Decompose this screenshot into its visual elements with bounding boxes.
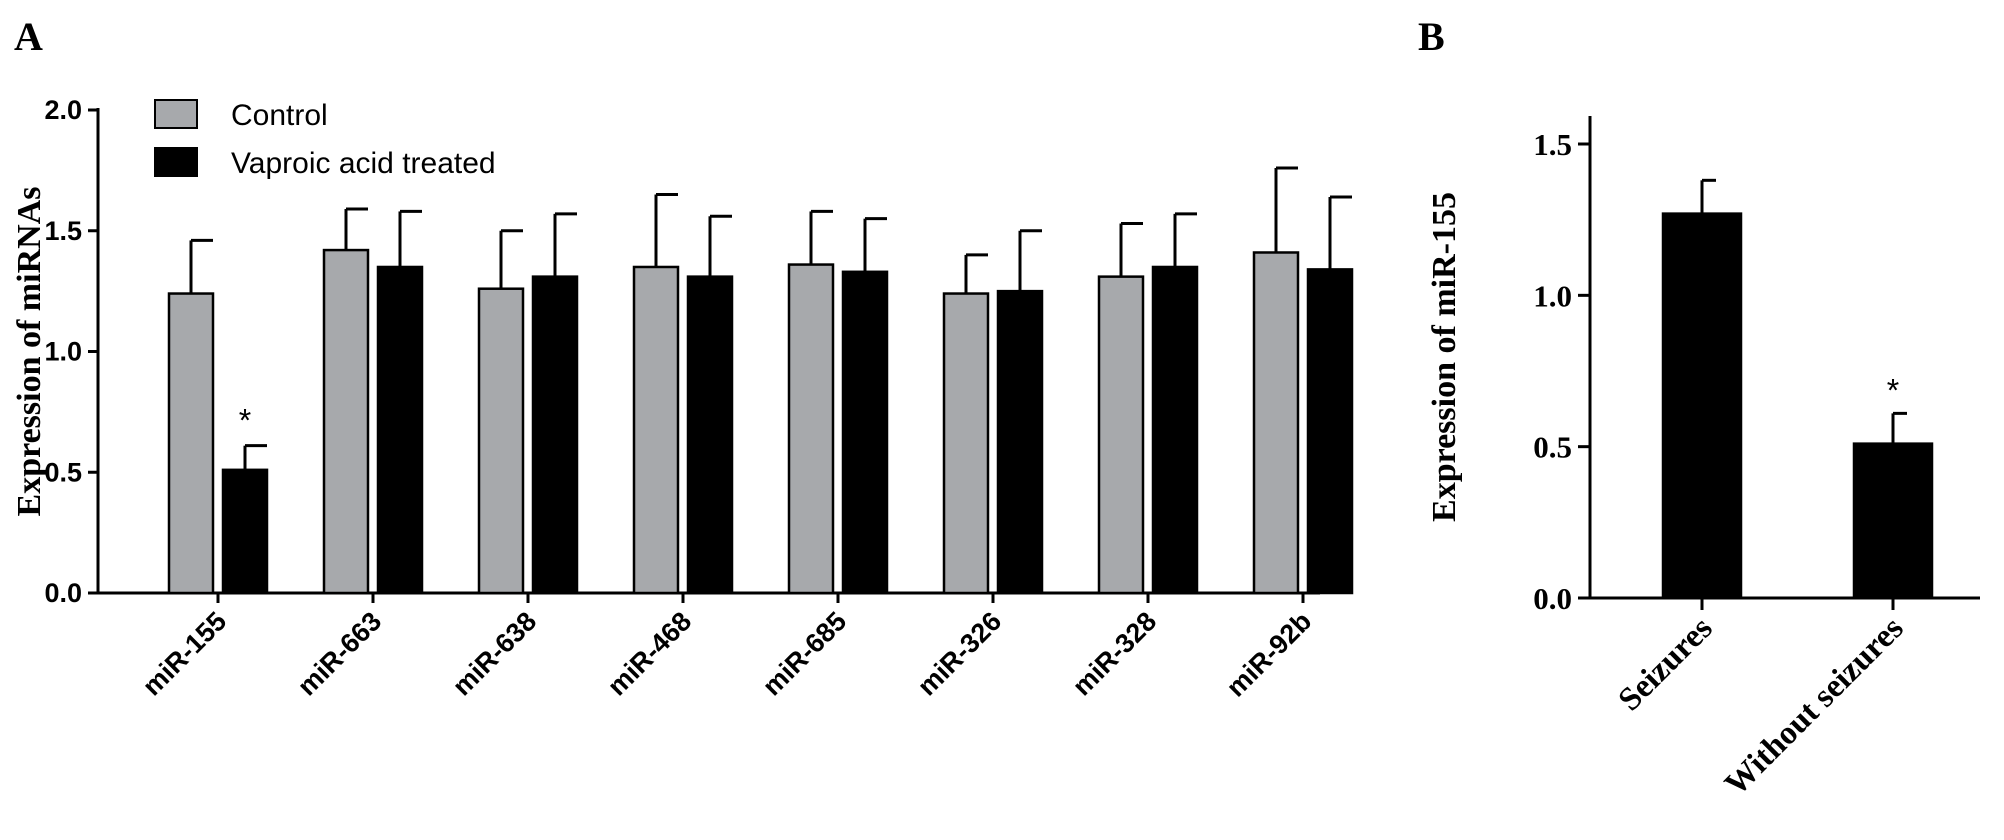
significance-marker: * xyxy=(239,403,251,439)
x-tick-label: miR-685 xyxy=(757,606,852,701)
bar-vaproic xyxy=(686,275,734,595)
y-tick-label: 0.0 xyxy=(1533,581,1572,616)
x-tick-label: miR-92b xyxy=(1221,606,1318,703)
bar-vaproic xyxy=(1151,265,1199,595)
y-axis-label: Expression of miR-155 xyxy=(1426,192,1463,522)
bar-control xyxy=(167,292,215,595)
x-tick-label: miR-638 xyxy=(447,606,542,701)
panel-b-letter: B xyxy=(1418,14,1445,59)
legend-label: Control xyxy=(231,99,328,132)
x-tick-label: Seizures xyxy=(1612,610,1720,718)
legend-swatch xyxy=(154,147,198,177)
bar-vaproic xyxy=(221,468,269,595)
bar-vaproic xyxy=(1306,268,1354,595)
significance-marker: * xyxy=(1887,372,1899,408)
y-tick-label: 0.5 xyxy=(1533,430,1572,465)
chart-a: 0.0 0.5 1.0 1.5 2.0 Expression of miRNAs miR-1… xyxy=(11,95,1354,703)
bar-control xyxy=(1097,275,1145,595)
y-tick-label: 0.0 xyxy=(44,578,82,608)
x-tick-label: miR-326 xyxy=(912,606,1007,701)
panel-a-letter: A xyxy=(14,14,43,59)
y-tick-label: 0.5 xyxy=(44,457,82,487)
x-tick-label: miR-663 xyxy=(292,606,387,701)
bar-vaproic xyxy=(376,265,424,595)
bar-control xyxy=(942,292,990,595)
y-tick-label: 2.0 xyxy=(44,95,82,125)
y-tick-label: 1.5 xyxy=(44,216,82,246)
bar-vaproic xyxy=(531,275,579,595)
bar-vaproic xyxy=(996,289,1044,595)
x-tick-label: miR-155 xyxy=(137,606,232,701)
chart-b: 0.0 0.5 1.0 1.5 Expression of miR-155 Seizure… xyxy=(1426,116,1980,803)
bar-vaproic xyxy=(841,270,889,595)
y-tick-label: 1.0 xyxy=(44,337,82,367)
legend-label: Vaproic acid treated xyxy=(231,147,496,180)
x-tick-label: Without seizures xyxy=(1718,610,1911,803)
bar-control xyxy=(1252,251,1300,595)
x-tick-label: miR-328 xyxy=(1067,606,1162,701)
y-axis-label: Expression of miRNAs xyxy=(11,187,48,517)
x-tick-label: miR-468 xyxy=(602,606,697,701)
bar-control xyxy=(322,248,370,595)
bar-control xyxy=(632,265,680,595)
legend-swatch xyxy=(154,99,198,129)
y-tick-label: 1.5 xyxy=(1533,127,1572,162)
bar-control xyxy=(477,287,525,595)
y-tick-label: 1.0 xyxy=(1533,278,1572,313)
bar-control xyxy=(787,263,835,595)
bar xyxy=(1852,442,1934,600)
bar xyxy=(1661,212,1743,600)
